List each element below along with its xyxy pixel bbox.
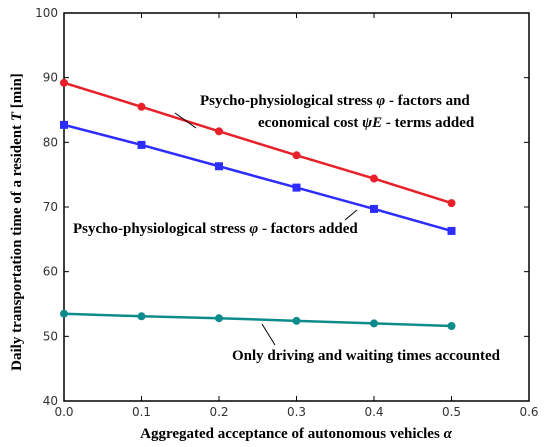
x-tick-labels: 0.0 0.1 0.2 0.3 0.4 0.5 0.6 [54, 405, 538, 419]
x-tick-label: 0.6 [519, 405, 538, 419]
x-tick-label: 0.3 [287, 405, 306, 419]
annotation-red-line2: economical cost ψE - terms added [258, 115, 475, 131]
annotation-teal: Only driving and waiting times accounted [232, 348, 501, 364]
leader-blue [344, 209, 358, 221]
data-point [215, 162, 223, 171]
annotation-red-line1: Psycho-physiological stress φ - factors … [200, 93, 470, 109]
data-point [215, 314, 223, 323]
y-tick-label: 60 [43, 265, 58, 279]
series-line [63, 312, 452, 328]
data-point [292, 151, 301, 160]
series-layer [60, 78, 456, 330]
data-point [137, 140, 146, 149]
y-tick-label: 50 [43, 329, 58, 343]
series-1 [60, 78, 456, 208]
y-tick-label: 100 [35, 6, 58, 20]
x-tick-label: 0.0 [54, 405, 73, 419]
annotation-blue: Psycho-physiological stress φ - factors … [73, 221, 358, 237]
y-tick-label: 80 [43, 135, 58, 149]
data-point [137, 102, 146, 111]
series-2 [60, 120, 456, 235]
series-3 [60, 309, 456, 330]
x-tick-label: 0.1 [132, 405, 151, 419]
data-point [370, 204, 378, 213]
y-tick-label: 90 [43, 71, 58, 85]
y-tick-labels: 40 50 60 70 80 90 100 [35, 6, 58, 408]
data-point [447, 321, 456, 330]
x-axis-label: Aggregated acceptance of autonomous vehi… [140, 426, 452, 442]
data-point [370, 174, 378, 183]
leader-teal [261, 323, 276, 346]
x-tick-label: 0.5 [442, 405, 461, 419]
axis-ticks [63, 12, 530, 402]
x-tick-label: 0.4 [364, 405, 383, 419]
data-point [292, 316, 301, 325]
data-point [292, 183, 301, 192]
data-point [447, 226, 456, 235]
data-point [137, 312, 146, 321]
data-point [60, 78, 68, 87]
data-point [60, 120, 68, 129]
leader-red [174, 112, 197, 129]
data-point [370, 319, 378, 328]
data-point [215, 127, 223, 136]
series-line [63, 123, 452, 233]
y-tick-label: 70 [43, 200, 58, 214]
data-point [447, 199, 456, 208]
x-tick-label: 0.2 [209, 405, 228, 419]
plot-frame [63, 12, 530, 402]
y-tick-label: 40 [43, 394, 58, 408]
data-point [60, 309, 68, 318]
series-line [63, 81, 452, 205]
y-axis-label: Daily transportation time of a resident … [9, 73, 25, 371]
